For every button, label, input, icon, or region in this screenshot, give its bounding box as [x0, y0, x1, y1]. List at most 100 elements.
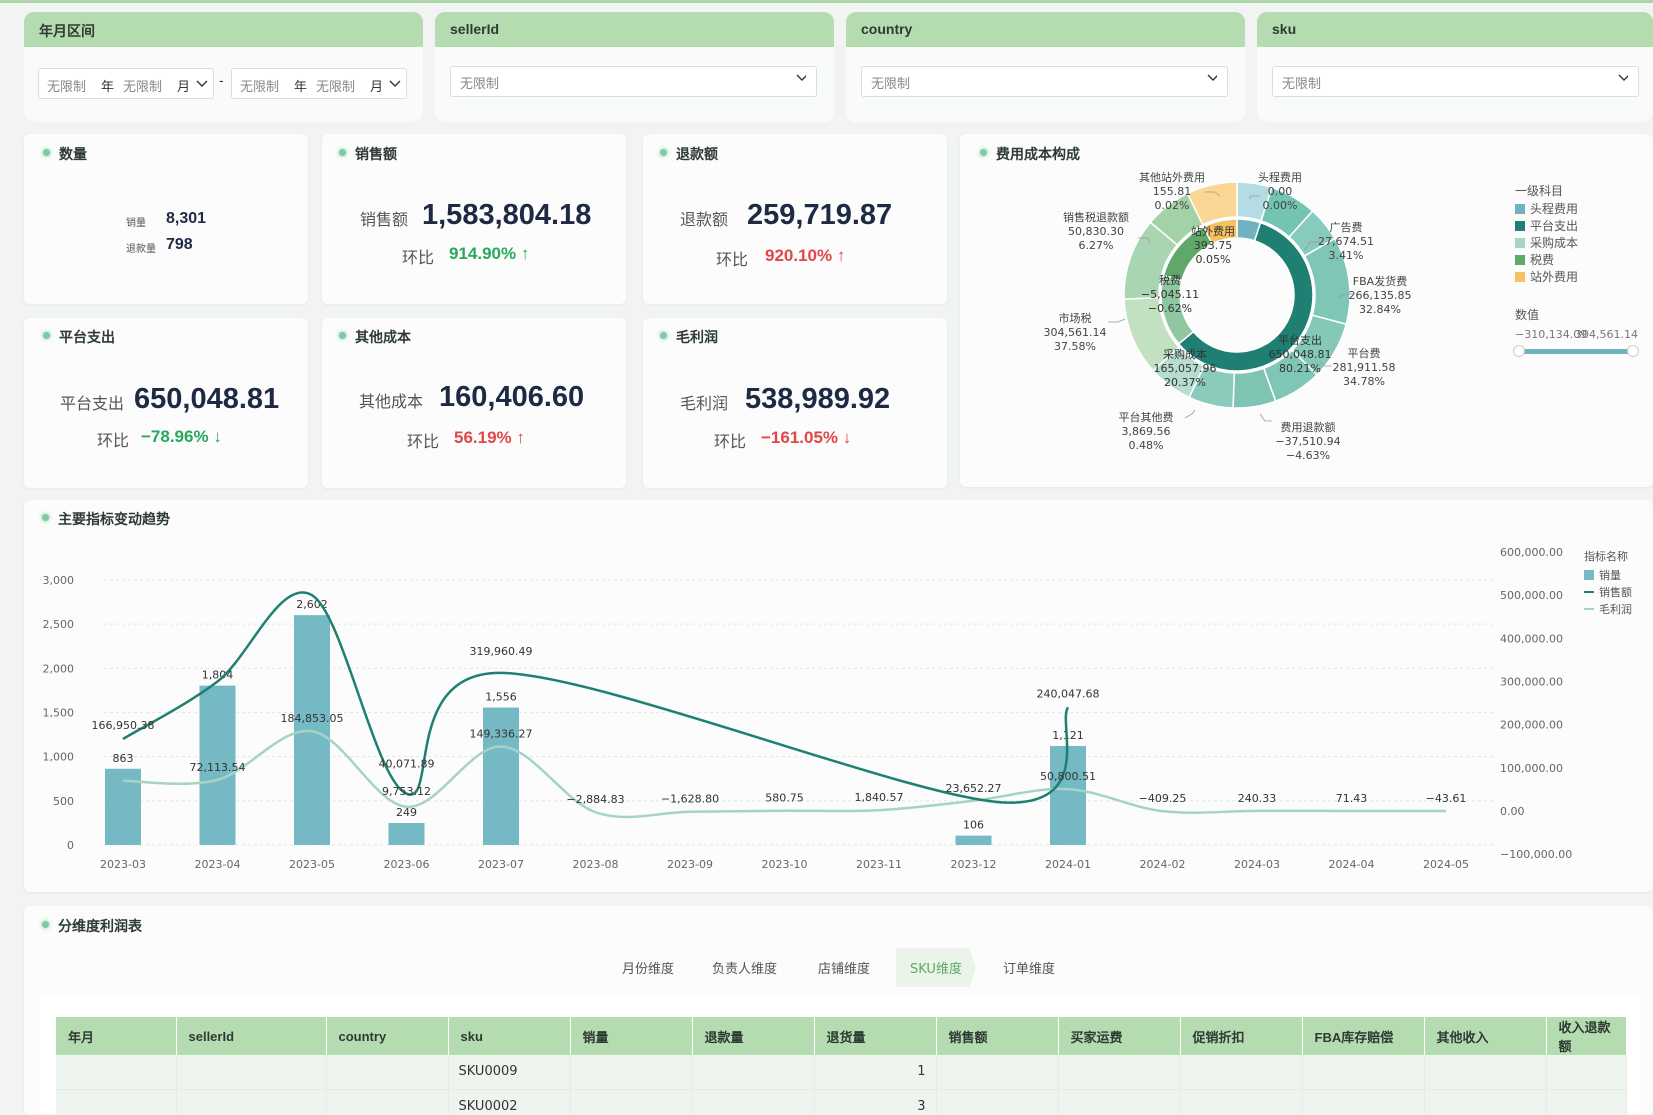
start-month-value: 无限制 — [123, 80, 163, 95]
tab-0[interactable]: 月份维度 — [622, 962, 675, 977]
leader-line-7 — [1138, 237, 1151, 245]
top-accent-line — [0, 0, 1653, 3]
start-month-select[interactable]: 无限制 年 无限制 月 — [38, 68, 214, 99]
start-year-value: 无限制 — [47, 80, 87, 95]
gross-profit-point-label: −43.61 — [1426, 792, 1467, 805]
column-header[interactable]: sellerId — [176, 1017, 327, 1055]
bar-2023-06 — [388, 823, 425, 845]
tab-2[interactable]: 店铺维度 — [818, 962, 871, 977]
kpi-label: 退款额 — [680, 210, 729, 229]
tab-1[interactable]: 负责人维度 — [712, 962, 778, 977]
country-select[interactable]: 无限制 — [861, 66, 1228, 97]
label-inner-platform: 80.21% — [1279, 362, 1321, 375]
label-market-tax: 37.58% — [1054, 340, 1096, 353]
slider-handle-min[interactable] — [1513, 345, 1525, 357]
label-platform-other: 3,869.56 — [1122, 425, 1171, 438]
kpi-label: 销售额 — [360, 210, 409, 229]
column-header[interactable]: 买家运费 — [1058, 1017, 1181, 1055]
left-tick-label: 2,000 — [43, 662, 75, 675]
column-header[interactable]: 促销折扣 — [1180, 1017, 1303, 1055]
left-tick-label: 3,000 — [43, 574, 75, 587]
x-tick-label: 2024-05 — [1423, 858, 1469, 871]
label-inner-platform: 650,048.81 — [1269, 348, 1332, 361]
x-tick-label: 2024-03 — [1234, 858, 1280, 871]
bar-label: 249 — [396, 806, 417, 819]
column-header[interactable]: 销量 — [570, 1017, 693, 1055]
gross-profit-point-label: 23,652.27 — [946, 782, 1002, 795]
column-header[interactable]: 退货量 — [814, 1017, 937, 1055]
gross-profit-point-label: 240.33 — [1238, 792, 1277, 805]
legend-item[interactable]: 销售额 — [1584, 583, 1632, 600]
label-platform-other: 0.48% — [1129, 439, 1164, 452]
bar-label: 1,804 — [202, 669, 234, 682]
card-title: 主要指标变动趋势 — [42, 509, 170, 529]
right-tick-label: −100,000.00 — [1500, 848, 1572, 861]
column-header[interactable]: 退款量 — [692, 1017, 815, 1055]
leader-line-3 — [1319, 361, 1332, 367]
slider-handle-max[interactable] — [1627, 345, 1639, 357]
label-head-fee: 0.00% — [1263, 199, 1298, 212]
column-header[interactable]: FBA库存赔偿 — [1302, 1017, 1425, 1055]
select-value: 无限制 — [871, 77, 911, 92]
x-tick-label: 2024-04 — [1329, 858, 1375, 871]
label-other-offsite: 0.02% — [1155, 199, 1190, 212]
column-header[interactable]: 销售额 — [936, 1017, 1059, 1055]
cost-legend: 头程费用 平台支出 采购成本 税费 站外费用 — [1515, 200, 1578, 285]
legend-item[interactable]: 站外费用 — [1515, 268, 1578, 285]
bar-2023-07 — [483, 707, 519, 845]
arrow-up-icon: ↑ — [836, 246, 846, 265]
column-header[interactable]: country — [326, 1017, 449, 1055]
legend-item[interactable]: 头程费用 — [1515, 200, 1578, 217]
value-range-slider[interactable] — [1513, 345, 1639, 357]
label-platform-fee: 平台费 — [1348, 346, 1381, 360]
bar-label: 1,121 — [1052, 729, 1084, 742]
x-tick-label: 2023-06 — [384, 858, 430, 871]
legend-item[interactable]: 毛利润 — [1584, 600, 1632, 617]
gross-profit-point-label: 580.75 — [765, 792, 804, 805]
label-sales-tax-refund: 50,830.30 — [1068, 225, 1124, 238]
trend-legend: 销量 销售额 毛利润 — [1584, 566, 1632, 617]
column-header[interactable]: sku — [448, 1017, 571, 1055]
x-tick-label: 2023-04 — [195, 858, 241, 871]
legend-swatch — [1515, 271, 1525, 282]
leader-line-5 — [1184, 409, 1196, 419]
legend-swatch — [1584, 569, 1594, 580]
legend-item[interactable]: 税费 — [1515, 251, 1578, 268]
legend-item[interactable]: 采购成本 — [1515, 234, 1578, 251]
table-cell — [936, 1055, 1059, 1090]
legend-item[interactable]: 销量 — [1584, 566, 1632, 583]
kpi-value: 538,989.92 — [745, 383, 891, 415]
table-row[interactable]: SKU0002 3 — [56, 1089, 1627, 1115]
tab-3[interactable]: SKU维度 — [896, 948, 976, 987]
select-value: 无限制 — [1282, 77, 1322, 92]
sellerid-select[interactable]: 无限制 — [450, 66, 817, 97]
end-month-select[interactable]: 无限制 年 无限制 月 — [231, 68, 407, 99]
sales-point-label: 166,950.38 — [92, 719, 155, 732]
mom-value: −78.96% ↓ — [141, 427, 222, 446]
legend-item[interactable]: 平台支出 — [1515, 217, 1578, 234]
label-inner-tax: −0.62% — [1148, 302, 1192, 315]
label-inner-tax: −5,045.11 — [1141, 288, 1199, 301]
x-tick-label: 2023-05 — [289, 858, 335, 871]
sales-point-label: 240,047.68 — [1037, 687, 1100, 700]
label-inner-purchase: 20.37% — [1164, 376, 1206, 389]
label-inner-offsite: 393.75 — [1194, 239, 1233, 252]
column-header[interactable]: 年月 — [56, 1017, 177, 1055]
kpi-value: 259,719.87 — [747, 199, 893, 231]
column-header[interactable]: 其他收入 — [1424, 1017, 1547, 1055]
bar-2023-04 — [199, 685, 236, 845]
column-header[interactable]: 收入退款额 — [1546, 1017, 1627, 1055]
tab-4[interactable]: 订单维度 — [1003, 962, 1056, 977]
table-cell: SKU0009 — [448, 1055, 571, 1090]
x-tick-label: 2024-02 — [1140, 858, 1186, 871]
table-row[interactable]: SKU0009 1 — [56, 1055, 1627, 1090]
legend-title: 一级科目 — [1515, 184, 1564, 198]
table-cell — [1424, 1089, 1547, 1115]
label-platform-fee: 281,911.58 — [1333, 361, 1396, 374]
arrow-up-icon: ↑ — [516, 428, 525, 447]
label-fba-fee: 32.84% — [1359, 303, 1401, 316]
month-unit: 月 — [177, 80, 191, 95]
sku-select[interactable]: 无限制 — [1272, 66, 1639, 97]
label-fba-fee: FBA发货费 — [1353, 274, 1407, 288]
